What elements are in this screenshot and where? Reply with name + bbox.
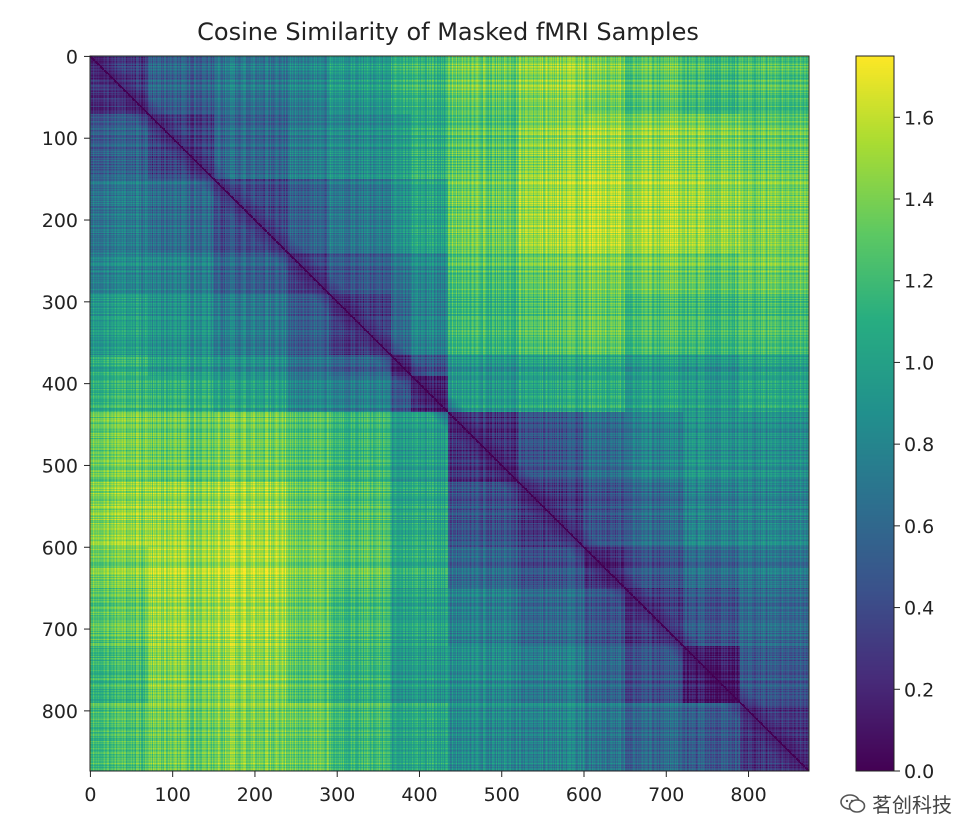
y-tick-label: 400 <box>42 374 78 396</box>
wechat-icon <box>840 793 866 813</box>
x-tick-label: 300 <box>319 784 355 806</box>
colorbar-tick-label: 1.0 <box>904 352 934 374</box>
x-tick-label: 0 <box>84 784 96 806</box>
x-tick-label: 600 <box>566 784 602 806</box>
watermark-text: 茗创科技 <box>872 793 952 817</box>
x-axis: 0 100 200 300 400 500 600 700 800 <box>84 771 767 806</box>
colorbar-tick-label: 1.6 <box>904 107 934 129</box>
colorbar-gradient <box>856 56 894 771</box>
colorbar-container <box>856 56 894 771</box>
heatmap-image-container <box>90 56 809 771</box>
colorbar-tick-label: 1.2 <box>904 271 934 293</box>
x-tick-label: 500 <box>484 784 520 806</box>
x-tick-label: 400 <box>401 784 437 806</box>
colorbar-tick-label: 0.8 <box>904 434 934 456</box>
colorbar-tick-label: 0.2 <box>904 679 934 701</box>
y-tick-label: 500 <box>42 455 78 477</box>
colorbar-tick-label: 0.6 <box>904 516 934 538</box>
plot-frame <box>89 55 810 772</box>
colorbar-tick-label: 1.4 <box>904 189 934 211</box>
y-tick-label: 0 <box>66 46 78 68</box>
colorbar-tick-label: 0.0 <box>904 761 934 783</box>
x-tick-label: 700 <box>648 784 684 806</box>
y-axis: 0 100 200 300 400 500 600 700 800 <box>42 46 90 723</box>
watermark: 茗创科技 <box>840 789 952 818</box>
y-tick-label: 700 <box>42 619 78 641</box>
heatmap-image <box>90 56 809 771</box>
chart-title: Cosine Similarity of Masked fMRI Samples <box>197 18 699 46</box>
x-tick-label: 800 <box>730 784 766 806</box>
colorbar-tick-label: 0.4 <box>904 598 934 620</box>
y-tick-label: 100 <box>42 128 78 150</box>
x-tick-label: 200 <box>237 784 273 806</box>
y-tick-label: 800 <box>42 701 78 723</box>
colorbar-axis: 0.0 0.2 0.4 0.6 0.8 1.0 1.2 1.4 1.6 <box>894 107 934 783</box>
colorbar-frame <box>855 55 895 772</box>
y-tick-label: 300 <box>42 292 78 314</box>
x-tick-label: 100 <box>155 784 191 806</box>
y-tick-label: 600 <box>42 537 78 559</box>
y-tick-label: 200 <box>42 210 78 232</box>
